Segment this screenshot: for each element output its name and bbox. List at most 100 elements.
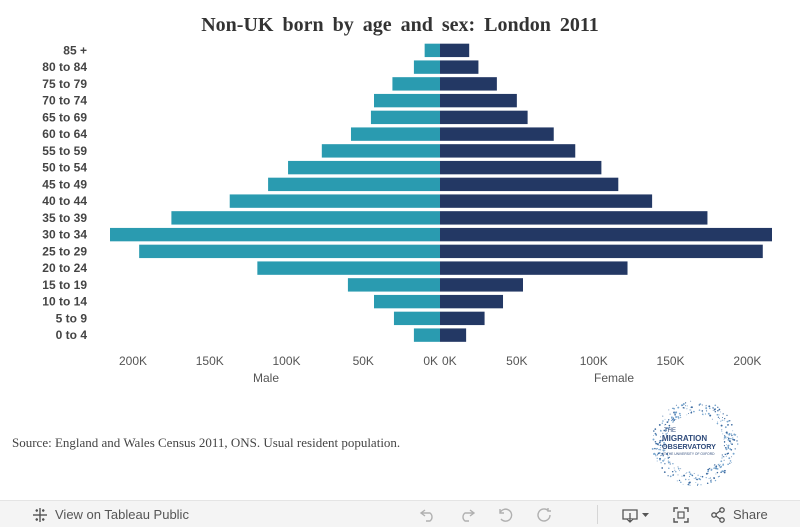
logo-text-4: AT THE UNIVERSITY OF OXFORD <box>662 452 715 456</box>
logo-dot <box>715 466 718 469</box>
male-bar[interactable] <box>268 177 440 192</box>
female-bar[interactable] <box>440 194 653 208</box>
x-axis-label-female: Female <box>594 371 634 385</box>
logo-dot <box>669 463 671 465</box>
female-bar[interactable] <box>440 127 554 141</box>
female-bar[interactable] <box>440 261 628 275</box>
logo-dot <box>717 416 720 418</box>
male-bar[interactable] <box>110 227 440 242</box>
toolbar-divider <box>597 505 598 524</box>
redo-button[interactable] <box>458 501 476 528</box>
logo-dot <box>655 442 658 445</box>
female-bar[interactable] <box>440 93 517 108</box>
refresh-icon <box>536 507 554 523</box>
male-bar[interactable] <box>370 110 440 125</box>
logo-dot <box>731 443 733 446</box>
male-bar[interactable] <box>288 160 440 175</box>
female-bars <box>440 43 772 342</box>
download-button[interactable] <box>621 501 651 528</box>
logo-dot <box>669 461 671 463</box>
female-bar[interactable] <box>440 311 485 326</box>
logo-dot <box>680 481 682 483</box>
logo-dot <box>661 422 663 424</box>
category-label: 60 to 64 <box>42 127 87 141</box>
male-bar[interactable] <box>392 77 440 91</box>
x-tick-label-male: 100K <box>272 354 300 368</box>
logo-dot <box>720 424 723 427</box>
female-bar[interactable] <box>440 328 467 342</box>
refresh-button[interactable] <box>536 501 554 528</box>
male-bar[interactable] <box>171 211 440 225</box>
category-label: 0 to 4 <box>56 328 88 342</box>
logo-dot <box>674 469 676 471</box>
logo-dot <box>665 433 667 435</box>
logo-dot <box>661 452 664 455</box>
logo-dot <box>706 410 708 412</box>
female-bar[interactable] <box>440 211 708 225</box>
logo-dot <box>658 441 661 444</box>
female-bar[interactable] <box>440 294 504 309</box>
male-bar[interactable] <box>424 43 440 58</box>
logo-dot <box>656 457 658 459</box>
view-on-tableau-button[interactable]: View on Tableau Public <box>32 501 189 528</box>
male-bar[interactable] <box>347 278 440 292</box>
logo-dot <box>663 450 665 452</box>
undo-button[interactable] <box>419 501 437 528</box>
logo-dot <box>698 404 700 406</box>
share-button[interactable]: Share <box>710 501 768 528</box>
male-bar[interactable] <box>139 244 441 259</box>
logo-dot <box>671 470 674 473</box>
logo-dot <box>736 440 738 442</box>
migration-observatory-logo[interactable]: THE MIGRATION OBSERVATORY AT THE UNIVERS… <box>650 398 740 488</box>
male-bar[interactable] <box>321 144 440 158</box>
male-bar[interactable] <box>374 294 440 309</box>
male-bar[interactable] <box>257 261 440 275</box>
logo-dot <box>720 420 722 422</box>
female-bar[interactable] <box>440 227 772 242</box>
fullscreen-button[interactable] <box>673 501 689 528</box>
logo-dot <box>654 440 657 443</box>
logo-dot <box>717 421 719 423</box>
logo-dot <box>716 422 719 425</box>
female-bar[interactable] <box>440 160 602 175</box>
logo-dot <box>726 453 728 455</box>
logo-dot <box>674 412 676 414</box>
female-bar[interactable] <box>440 110 528 125</box>
logo-dot <box>666 421 669 423</box>
female-bar[interactable] <box>440 244 763 259</box>
logo-dot <box>660 462 662 464</box>
logo-dot <box>699 403 701 405</box>
male-bar[interactable] <box>413 60 440 74</box>
logo-dot <box>719 475 720 477</box>
logo-dot <box>667 455 669 457</box>
logo-dot <box>675 470 677 473</box>
logo-dot <box>659 449 662 451</box>
logo-dot <box>657 452 660 455</box>
male-bar[interactable] <box>413 328 440 342</box>
logo-dot <box>672 462 674 465</box>
logo-dot <box>725 455 727 457</box>
revert-button[interactable] <box>497 501 515 528</box>
source-note: Source: England and Wales Census 2011, O… <box>12 435 401 450</box>
x-tick-label-female: 200K <box>733 354 761 368</box>
logo-dot <box>727 437 730 440</box>
male-bar[interactable] <box>229 194 440 208</box>
female-bar[interactable] <box>440 144 576 158</box>
female-bar[interactable] <box>440 77 497 91</box>
share-icon <box>710 506 726 523</box>
male-bar[interactable] <box>393 311 440 326</box>
male-bar[interactable] <box>374 93 440 108</box>
logo-dot <box>664 445 666 447</box>
female-bar[interactable] <box>440 43 470 58</box>
female-bar[interactable] <box>440 60 479 74</box>
logo-dot <box>723 419 725 421</box>
female-bar[interactable] <box>440 177 619 192</box>
logo-text-1: THE <box>664 428 676 434</box>
logo-dot <box>677 415 679 418</box>
logo-dot <box>708 405 711 408</box>
logo-dot <box>685 405 687 407</box>
logo-dot <box>693 410 695 413</box>
male-bar[interactable] <box>350 127 440 141</box>
female-bar[interactable] <box>440 278 523 292</box>
logo-dot <box>678 412 681 415</box>
